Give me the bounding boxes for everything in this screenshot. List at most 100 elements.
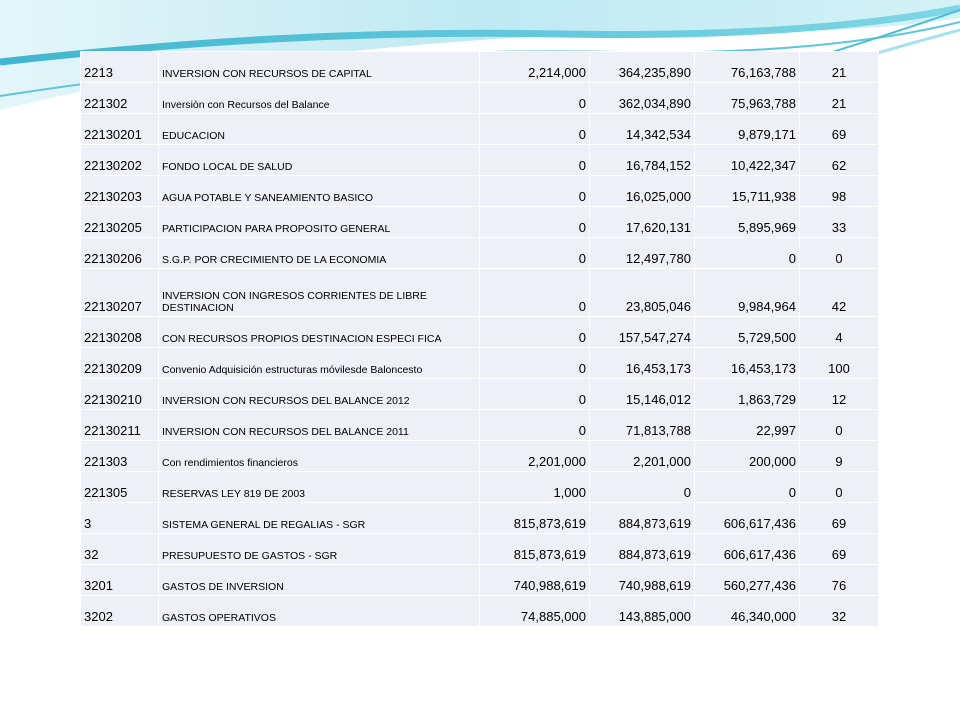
row-value-2: 362,034,890 bbox=[589, 82, 695, 114]
row-value-2: 16,025,000 bbox=[589, 175, 695, 207]
row-code: 22130203 bbox=[80, 175, 159, 207]
row-percent: 100 bbox=[799, 347, 879, 379]
row-value-1: 815,873,619 bbox=[479, 502, 590, 534]
row-value-2: 2,201,000 bbox=[589, 440, 695, 472]
row-code: 22130202 bbox=[80, 144, 159, 176]
row-value-2: 16,784,152 bbox=[589, 144, 695, 176]
row-description: AGUA POTABLE Y SANEAMIENTO BASICO bbox=[158, 175, 480, 207]
row-code: 22130206 bbox=[80, 237, 159, 269]
row-description: CON RECURSOS PROPIOS DESTINACION ESPECI … bbox=[158, 316, 480, 348]
row-code: 2213 bbox=[80, 51, 159, 83]
table-row: 221303 Con rendimientos financieros 2,201,… bbox=[80, 440, 879, 472]
row-value-1: 0 bbox=[479, 378, 590, 410]
row-percent: 62 bbox=[799, 144, 879, 176]
row-value-1: 0 bbox=[479, 268, 590, 317]
row-value-1: 0 bbox=[479, 316, 590, 348]
row-percent: 0 bbox=[799, 237, 879, 269]
row-percent: 76 bbox=[799, 564, 879, 596]
row-percent: 98 bbox=[799, 175, 879, 207]
budget-table: 2213 INVERSION CON RECURSOS DE CAPITAL 2,2… bbox=[80, 51, 879, 627]
row-code: 22130205 bbox=[80, 206, 159, 238]
row-description: FONDO LOCAL DE SALUD bbox=[158, 144, 480, 176]
row-code: 22130201 bbox=[80, 113, 159, 145]
row-value-1: 0 bbox=[479, 237, 590, 269]
row-value-1: 74,885,000 bbox=[479, 595, 590, 627]
row-value-2: 14,342,534 bbox=[589, 113, 695, 145]
row-value-2: 884,873,619 bbox=[589, 533, 695, 565]
row-value-3: 15,711,938 bbox=[694, 175, 800, 207]
row-value-1: 0 bbox=[479, 144, 590, 176]
row-description: Inversiòn con Recursos del Balance bbox=[158, 82, 480, 114]
row-value-3: 16,453,173 bbox=[694, 347, 800, 379]
row-percent: 32 bbox=[799, 595, 879, 627]
row-value-3: 9,879,171 bbox=[694, 113, 800, 145]
row-code: 32 bbox=[80, 533, 159, 565]
table-row: 22130202 FONDO LOCAL DE SALUD 0 16,784,152 1… bbox=[80, 144, 879, 176]
row-value-1: 740,988,619 bbox=[479, 564, 590, 596]
row-description: PARTICIPACION PARA PROPOSITO GENERAL bbox=[158, 206, 480, 238]
row-description: EDUCACION bbox=[158, 113, 480, 145]
row-description: PRESUPUESTO DE GASTOS - SGR bbox=[158, 533, 480, 565]
row-code: 22130210 bbox=[80, 378, 159, 410]
row-description: INVERSION CON INGRESOS CORRIENTES DE LIB… bbox=[158, 268, 480, 317]
row-description: GASTOS DE INVERSION bbox=[158, 564, 480, 596]
row-value-1: 2,201,000 bbox=[479, 440, 590, 472]
row-description: INVERSION CON RECURSOS DE CAPITAL bbox=[158, 51, 480, 83]
row-code: 3 bbox=[80, 502, 159, 534]
row-code: 221305 bbox=[80, 471, 159, 503]
table-row: 22130206 S.G.P. POR CRECIMIENTO DE LA ECO… bbox=[80, 237, 879, 269]
row-value-1: 2,214,000 bbox=[479, 51, 590, 83]
row-percent: 21 bbox=[799, 51, 879, 83]
row-value-3: 9,984,964 bbox=[694, 268, 800, 317]
row-description: INVERSION CON RECURSOS DEL BALANCE 2012 bbox=[158, 378, 480, 410]
row-code: 3202 bbox=[80, 595, 159, 627]
table-row: 22130203 AGUA POTABLE Y SANEAMIENTO BASIC… bbox=[80, 175, 879, 207]
row-percent: 4 bbox=[799, 316, 879, 348]
row-value-3: 5,729,500 bbox=[694, 316, 800, 348]
row-value-1: 815,873,619 bbox=[479, 533, 590, 565]
table-row: 22130201 EDUCACION 0 14,342,534 9,879,171 69 bbox=[80, 113, 879, 145]
row-value-1: 0 bbox=[479, 347, 590, 379]
row-value-3: 0 bbox=[694, 471, 800, 503]
row-description: Con rendimientos financieros bbox=[158, 440, 480, 472]
row-description: S.G.P. POR CRECIMIENTO DE LA ECONOMIA bbox=[158, 237, 480, 269]
table-row: 22130207 INVERSION CON INGRESOS CORRIENTE… bbox=[80, 268, 879, 317]
table-row: 221305 RESERVAS LEY 819 DE 2003 1,000 0 0 0 bbox=[80, 471, 879, 503]
row-description: SISTEMA GENERAL DE REGALIAS - SGR bbox=[158, 502, 480, 534]
row-code: 22130208 bbox=[80, 316, 159, 348]
row-percent: 9 bbox=[799, 440, 879, 472]
row-code: 22130209 bbox=[80, 347, 159, 379]
row-value-1: 0 bbox=[479, 175, 590, 207]
row-percent: 12 bbox=[799, 378, 879, 410]
row-percent: 33 bbox=[799, 206, 879, 238]
row-value-1: 0 bbox=[479, 409, 590, 441]
table-row: 2213 INVERSION CON RECURSOS DE CAPITAL 2,2… bbox=[80, 51, 879, 83]
row-value-2: 15,146,012 bbox=[589, 378, 695, 410]
table-row: 22130208 CON RECURSOS PROPIOS DESTINACION… bbox=[80, 316, 879, 348]
row-percent: 21 bbox=[799, 82, 879, 114]
row-value-2: 0 bbox=[589, 471, 695, 503]
row-value-3: 606,617,436 bbox=[694, 533, 800, 565]
row-value-3: 1,863,729 bbox=[694, 378, 800, 410]
row-value-3: 75,963,788 bbox=[694, 82, 800, 114]
table-row: 22130205 PARTICIPACION PARA PROPOSITO GEN… bbox=[80, 206, 879, 238]
table-row: 3202 GASTOS OPERATIVOS 74,885,000 143,885,0… bbox=[80, 595, 879, 627]
row-value-2: 143,885,000 bbox=[589, 595, 695, 627]
row-value-2: 884,873,619 bbox=[589, 502, 695, 534]
row-value-2: 17,620,131 bbox=[589, 206, 695, 238]
row-code: 221302 bbox=[80, 82, 159, 114]
row-description: Convenio Adquisición estructuras móviles… bbox=[158, 347, 480, 379]
row-percent: 69 bbox=[799, 502, 879, 534]
row-code: 22130207 bbox=[80, 268, 159, 317]
row-value-3: 76,163,788 bbox=[694, 51, 800, 83]
table-row: 22130210 INVERSION CON RECURSOS DEL BALAN… bbox=[80, 378, 879, 410]
row-value-1: 0 bbox=[479, 113, 590, 145]
row-percent: 42 bbox=[799, 268, 879, 317]
row-value-2: 71,813,788 bbox=[589, 409, 695, 441]
row-description: GASTOS OPERATIVOS bbox=[158, 595, 480, 627]
table-row: 221302 Inversiòn con Recursos del Balance… bbox=[80, 82, 879, 114]
row-value-2: 16,453,173 bbox=[589, 347, 695, 379]
row-value-3: 606,617,436 bbox=[694, 502, 800, 534]
row-value-3: 560,277,436 bbox=[694, 564, 800, 596]
row-code: 3201 bbox=[80, 564, 159, 596]
